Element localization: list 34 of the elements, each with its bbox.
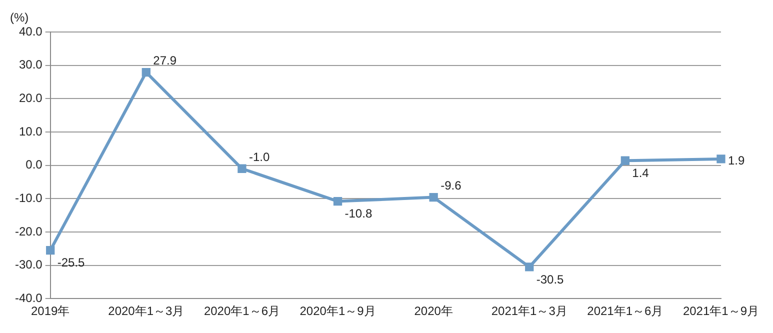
x-tick-label: 2021年1～6月	[587, 304, 664, 318]
data-label: 1.4	[632, 166, 650, 180]
y-tick-label: -30.0	[14, 258, 43, 272]
data-label: 27.9	[153, 54, 177, 68]
y-tick-label: -20.0	[14, 224, 43, 238]
point	[620, 156, 630, 165]
data-label: -10.8	[344, 206, 372, 221]
data-label: -30.5	[536, 272, 564, 286]
y-tick-label: 10.0	[18, 124, 43, 138]
y-tick-label: 20.0	[18, 90, 43, 105]
y-tick-label: -10.0	[14, 190, 43, 205]
x-tick-label: 2020年1～6月	[204, 304, 280, 318]
point	[238, 164, 246, 173]
x-tick-label: 2020年1～9月	[300, 304, 376, 318]
x-tick-label: 2019年	[31, 304, 70, 318]
data-label: -9.6	[440, 178, 462, 193]
x-tick-label: 2021年1～9月	[682, 304, 759, 318]
x-tick-label: 2020年1～3月	[108, 304, 184, 318]
data-label: 1.9	[728, 153, 745, 168]
x-tick-label: 2021年1～3月	[491, 304, 568, 318]
x-tick-label: 2020年	[414, 304, 453, 318]
data-label: -1.0	[248, 150, 270, 164]
y-tick-label: 40.0	[18, 24, 43, 38]
point	[525, 262, 534, 272]
y-tick-label: 30.0	[18, 58, 43, 72]
data-label: -25.5	[57, 256, 86, 270]
point	[46, 246, 55, 255]
y-tick-label: 0.0	[26, 158, 43, 172]
point	[716, 154, 726, 164]
y-tick-label: -40.0	[14, 290, 43, 305]
y-axis-title: (%)	[10, 10, 29, 24]
point	[429, 192, 438, 202]
point	[333, 196, 342, 206]
point	[142, 68, 150, 77]
